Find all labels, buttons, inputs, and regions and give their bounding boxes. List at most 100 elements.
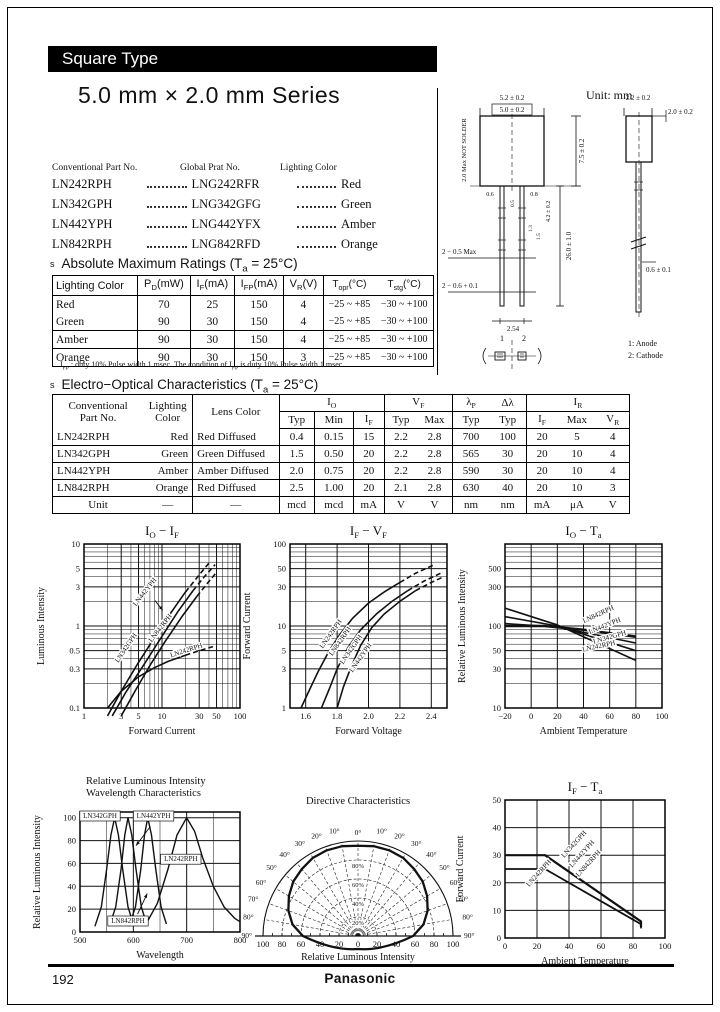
table-cell: 4 (283, 295, 323, 313)
x-tick-label: 0 (529, 711, 533, 721)
abs-max-footnote: IFP : duty 10% Pulse width 1 msec. The c… (60, 360, 343, 372)
x-axis-label: Ambient Temperature (541, 956, 629, 967)
table-cell: 150 (233, 313, 284, 331)
x-tick-label: 60 (297, 939, 306, 949)
x-tick-label: 20 (553, 711, 562, 721)
grid (80, 812, 240, 932)
series-LN342GPH-LN442YPH (415, 575, 445, 592)
table-cell: 2.2 (383, 445, 418, 463)
curve-label: LN442YPH (137, 812, 171, 820)
vertical-divider (437, 88, 438, 375)
dimension-label: 0.6 (486, 192, 494, 198)
series-LN442YPH (184, 560, 212, 593)
y-tick-label: 60 (68, 858, 77, 868)
series-LN242RPH (399, 563, 435, 584)
chart-if-vf: 1.6 1.8 2.0 2.2 2.4 1 3 5 10 30 50 100 IF − VF Forwar… (238, 518, 461, 749)
conventional-part-no: LN442YPH (52, 217, 113, 231)
table-cell: V (430, 499, 439, 511)
table-cell: −30 ~ +100 (380, 299, 428, 310)
parts-row: LN242RPH LNG242RFR Red (52, 177, 397, 197)
table-cell: Green Diffused (192, 445, 280, 463)
series-LN442YPH (108, 817, 148, 927)
angle-label: 90° (464, 931, 475, 940)
x-tick-label: 2.0 (363, 711, 374, 721)
y-tick-label: 500 (488, 564, 501, 574)
table-cell: mA (352, 496, 385, 514)
table-cell: 20 (525, 428, 558, 446)
y-tick-label: 5 (282, 646, 286, 656)
x-tick-label: 80 (278, 939, 287, 949)
global-part-no: LNG342GFG (191, 197, 261, 211)
table-row: LN342GPH Green Green Diffused 1.5 0.50 20 2.2 2… (52, 445, 630, 463)
dimension-label: 1 (500, 334, 504, 343)
table-row: Green 90 30 150 4 −25 ~ +85 −30 ~ +100 (52, 313, 434, 331)
x-axis-label: Forward Current (129, 726, 196, 737)
y-tick-label: 0 (72, 927, 76, 937)
parts-row: LN442YPH LNG442YFX Amber (52, 217, 397, 237)
x-tick-label: 3 (119, 711, 123, 721)
angle-label: 80° (243, 913, 254, 922)
arrow-head (158, 606, 163, 611)
parts-list: Conventional Part No. Global Prat No. Li… (52, 163, 397, 257)
table-cell: 20 (525, 462, 558, 480)
angle-label: 70° (248, 895, 259, 904)
sub-typ: Typ (278, 411, 315, 429)
parts-row: LN342GPH LNG342GFG Green (52, 197, 397, 217)
dotted-leader (296, 218, 336, 228)
sub-if: IF (352, 411, 385, 429)
y-tick-label: 100 (63, 813, 76, 823)
x-tick-label: 500 (74, 935, 87, 945)
dimension-label: 5.0 ± 0.2 (500, 106, 525, 114)
chart-if-ta: 0 20 40 60 80 100 0 10 20 30 40 50 IF − Ta Ambient Te… (451, 758, 679, 979)
y-tick-label: 20 (493, 878, 502, 888)
angle-label: 60° (450, 878, 461, 887)
table-cell: 150 (233, 348, 284, 367)
angle-label: 40° (426, 850, 437, 859)
chart-svg-directivity: Directive Characteristics 0° 10° 10° 20° 20° 3… (242, 796, 475, 963)
table-cell: 10 (557, 445, 597, 463)
x-tick-label: 20 (373, 939, 382, 949)
table-cell: nm (500, 499, 515, 511)
table-cell: −30 ~ +100 (380, 352, 428, 363)
y-axis-label: Forward Current (242, 592, 253, 659)
angle-label: 50° (439, 863, 450, 872)
x-tick-label: 5 (136, 711, 140, 721)
y-tick-label: 100 (273, 539, 286, 549)
table-cell: 10 (557, 462, 597, 480)
x-tick-label: 40 (565, 941, 574, 951)
table-cell: Red Diffused (192, 428, 280, 446)
drawing-shape (499, 185, 505, 307)
table-header-row: Conventional Part No. Lighting Color Len… (53, 394, 630, 429)
y-tick-label: 30 (493, 664, 502, 674)
table-cell: −25 ~ +85 (322, 313, 376, 331)
x-tick-label: 50 (212, 711, 221, 721)
conventional-part-no: LN242RPH (52, 177, 112, 191)
curve-label: LN842RPH (111, 917, 144, 925)
table-cell: 150 (233, 295, 284, 313)
dimension-label: 2.2 ± 0.2 (626, 94, 651, 102)
angle-label: 30° (295, 839, 306, 848)
y-tick-label: 10 (493, 703, 502, 713)
dotted-leader (296, 238, 336, 248)
y-tick-label: 50 (278, 564, 287, 574)
table-cell: 25 (189, 295, 235, 313)
series-LN242RPH (185, 645, 214, 656)
series-LN342GPH (120, 595, 198, 717)
table-cell: −25 ~ +85 (322, 330, 376, 349)
table-row: Orange 90 30 150 3 −25 ~ +85 −30 ~ +100 (53, 348, 434, 367)
table-cell: mcd (313, 496, 354, 514)
curve-label-box (79, 810, 121, 822)
table-cell: Green (52, 313, 138, 331)
series-LN842RPH (128, 817, 168, 927)
table-cell: Red (143, 428, 193, 446)
col-lighting: Lighting Color (148, 399, 187, 424)
y-axis-label: Relative Luminous Intensity (32, 815, 43, 929)
unit-note: Unit: mm (586, 88, 633, 102)
group-lambda-p: λP (451, 394, 490, 412)
section-bullet: s (50, 380, 55, 390)
y-tick-label: 40 (493, 823, 502, 833)
polar-ring (300, 878, 416, 937)
x-tick-label: 100 (234, 711, 247, 721)
curve-label: LN242RPH (164, 855, 197, 863)
series-LN842RPH (192, 564, 216, 592)
